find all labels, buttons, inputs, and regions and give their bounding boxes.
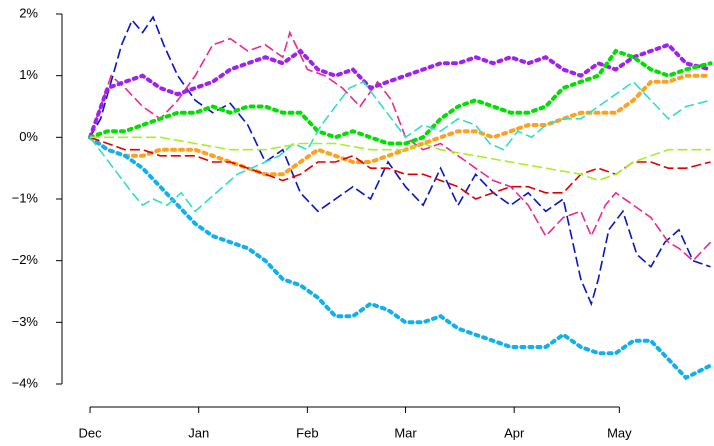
x-tick-label: Jan xyxy=(188,425,209,440)
series-line xyxy=(89,80,711,213)
series-line xyxy=(88,73,713,177)
series-line xyxy=(88,48,713,146)
x-tick-label: Mar xyxy=(394,425,417,440)
y-tick-label: 1% xyxy=(19,67,38,82)
series-line xyxy=(89,15,711,307)
y-tick-label: −3% xyxy=(12,314,39,329)
series-line xyxy=(89,136,711,200)
y-tick-label: 0% xyxy=(19,129,38,144)
y-tick-label: −1% xyxy=(12,190,39,205)
y-tick-label: −2% xyxy=(12,252,39,267)
series-line xyxy=(90,136,711,182)
y-tick-label: 2% xyxy=(19,5,38,20)
x-tick-label: Dec xyxy=(78,425,102,440)
x-tick-label: Feb xyxy=(296,425,318,440)
series-line xyxy=(89,30,712,262)
x-tick-label: Apr xyxy=(504,425,525,440)
y-tick-label: −4% xyxy=(12,375,39,390)
x-tick-label: May xyxy=(607,425,632,440)
series-line xyxy=(88,42,713,140)
series-line xyxy=(88,135,713,381)
